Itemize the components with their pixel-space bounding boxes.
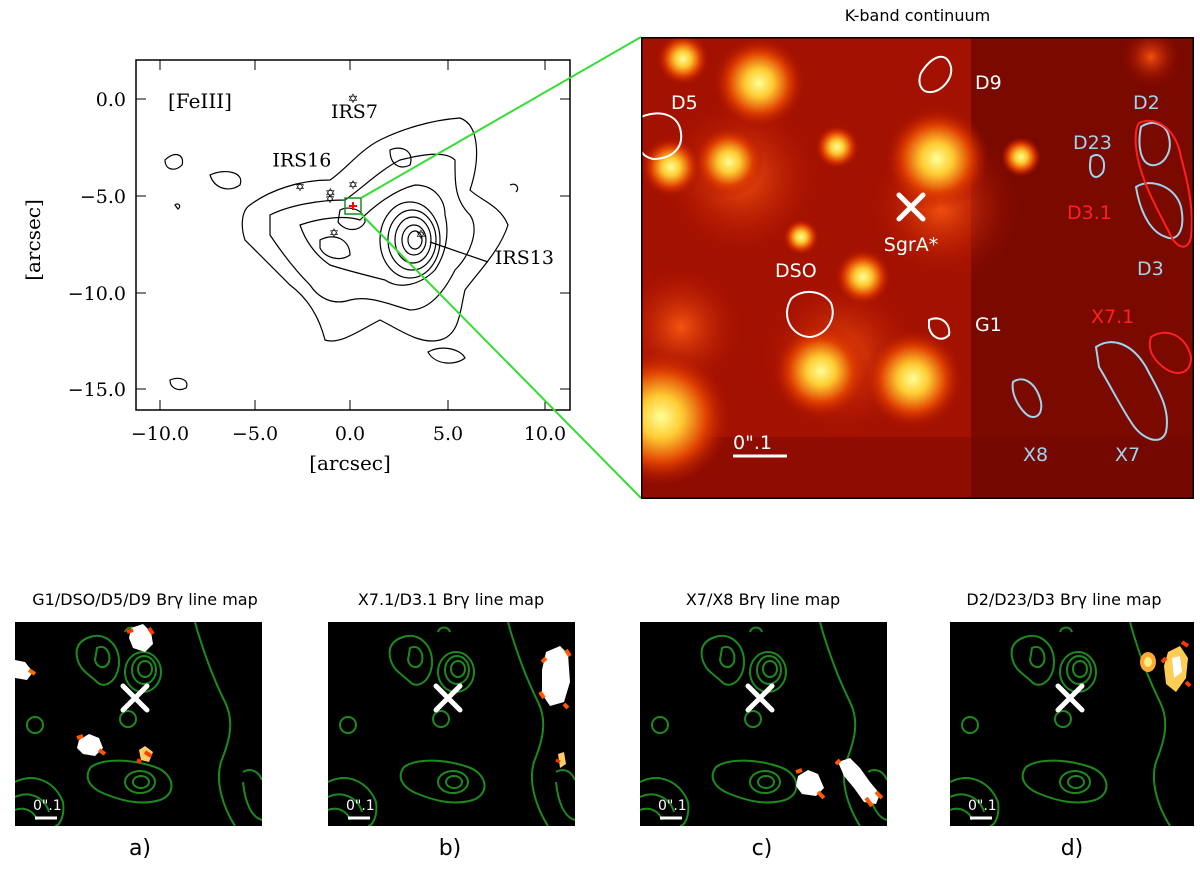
panel-label-a: a): [128, 836, 152, 861]
scale-bar-label: 0".1: [733, 432, 772, 454]
source-star-icon: ✡: [348, 92, 359, 107]
y-axis-label: [arcsec]: [21, 199, 45, 281]
emission-blobs: [1140, 640, 1192, 692]
source-star-icon: ✡: [415, 228, 426, 243]
x-tick-label: 10.0: [524, 423, 566, 445]
kband-frame: [641, 37, 1194, 499]
label-x8: X8: [1023, 444, 1048, 466]
sgra-cross-icon: [896, 192, 926, 222]
feiii-contour-plot: [FeIII]: [21, 59, 571, 475]
label-d9: D9: [975, 72, 1002, 94]
linemap-a: 0".1: [15, 622, 262, 826]
source-star-icon: ✡: [325, 186, 336, 201]
emission-blobs: [795, 758, 884, 808]
linemap-a-title: G1/DSO/D5/D9 Brγ line map: [32, 590, 258, 609]
x-axis-label: [arcsec]: [309, 451, 391, 475]
source-star-icon: ✡: [329, 226, 339, 240]
linemap-c-title: X7/X8 Brγ line map: [685, 590, 841, 609]
sgra-label: SgrA*: [884, 234, 938, 256]
label-d3-1: D3.1: [1067, 202, 1112, 224]
panel-label-d: d): [1060, 836, 1084, 861]
linemap-d-title: D2/D23/D3 Brγ line map: [966, 590, 1162, 609]
label-x7: X7: [1115, 444, 1140, 466]
zoom-box: [344, 197, 362, 215]
blue-contours: [1011, 121, 1184, 441]
panel-label-b: b): [438, 836, 462, 861]
y-tick-label: −15.0: [68, 379, 126, 401]
inset-label: [FeIII]: [168, 89, 232, 113]
kband-title: K-band continuum: [844, 6, 991, 25]
label-d3: D3: [1137, 258, 1164, 280]
x-tick-label: −5.0: [232, 423, 278, 445]
label-x7-1: X7.1: [1091, 306, 1134, 328]
source-star-icon: ✡: [325, 192, 335, 206]
emission-blobs: [538, 646, 572, 768]
linemap-d: 0".1: [950, 622, 1194, 826]
sgra-cross-icon: [120, 683, 150, 713]
source-star-icon: ✡: [295, 180, 305, 194]
sgra-cross-icon: [1055, 683, 1085, 713]
panel-label-c: c): [751, 836, 773, 861]
zoom-line-bottom: [360, 213, 642, 499]
zoom-line-top: [360, 36, 642, 199]
x-tick-label: 5.0: [433, 423, 463, 445]
kband-continuum-map: SgrA* 0".1 D5 D9 D2 D23 D3.1 D3 DSO G1 X…: [641, 37, 1194, 499]
sgra-cross-icon: [433, 683, 463, 713]
scale-bar-label: 0".1: [33, 798, 62, 814]
linemap-c: 0".1: [640, 622, 887, 826]
feiii-contours: [164, 117, 519, 391]
x-tick-label: −10.0: [131, 423, 189, 445]
irs13-pointer: [429, 241, 489, 263]
label-g1: G1: [975, 314, 1002, 336]
green-contours: [328, 622, 575, 826]
y-tick-label: 0.0: [96, 89, 126, 111]
y-tick-label: −10.0: [68, 283, 126, 305]
kband-stars: [641, 37, 1181, 487]
linemap-b-title: X7.1/D3.1 Brγ line map: [357, 590, 545, 609]
plot-frame: [135, 59, 571, 411]
source-label: IRS7: [331, 101, 378, 123]
source-label: IRS16: [272, 149, 331, 171]
green-contours: [640, 622, 887, 826]
scale-bar-label: 0".1: [968, 798, 997, 814]
red-contours: [1134, 119, 1193, 374]
label-d5: D5: [671, 92, 698, 114]
x-tick-label: 0.0: [335, 423, 365, 445]
tick-marks: [136, 60, 570, 410]
scale-bar-label: 0".1: [346, 798, 375, 814]
source-star-icon: ✡: [348, 178, 358, 192]
source-markers: ✡IRS7✡IRS16✡IRS13✡✡✡✡: [272, 92, 554, 269]
white-contours: [641, 55, 953, 340]
y-tick-label: −5.0: [80, 186, 126, 208]
label-d2: D2: [1133, 92, 1160, 114]
linemap-b: 0".1: [328, 622, 575, 826]
green-contours: [15, 622, 262, 826]
emission-blobs: [15, 624, 155, 764]
label-dso: DSO: [775, 260, 817, 282]
sgra-cross-icon: [745, 683, 775, 713]
label-d23: D23: [1073, 132, 1112, 154]
sgra-marker: [349, 202, 357, 210]
zoom-connector: [360, 36, 642, 499]
source-label: IRS13: [495, 247, 554, 269]
scale-bar-label: 0".1: [658, 798, 687, 814]
